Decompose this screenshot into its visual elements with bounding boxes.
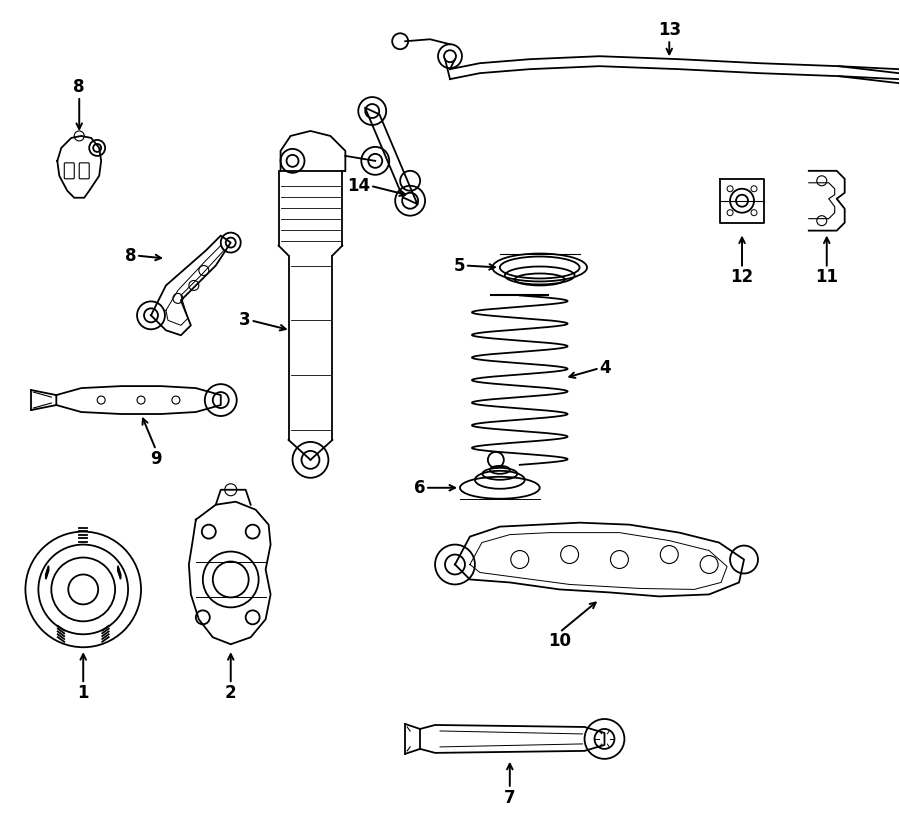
Text: 8: 8 [74,78,85,96]
Text: 2: 2 [225,684,237,702]
Text: 13: 13 [658,21,680,39]
Text: 9: 9 [150,450,162,468]
Text: 1: 1 [77,684,89,702]
Text: 4: 4 [599,359,611,377]
Text: 6: 6 [414,479,425,497]
Text: 11: 11 [815,268,838,287]
Text: 14: 14 [347,176,370,195]
Text: 10: 10 [548,632,572,650]
Text: 5: 5 [454,257,465,274]
Text: 3: 3 [239,311,251,329]
Text: 7: 7 [504,788,516,807]
Text: 8: 8 [124,247,136,264]
Text: 12: 12 [731,268,753,287]
